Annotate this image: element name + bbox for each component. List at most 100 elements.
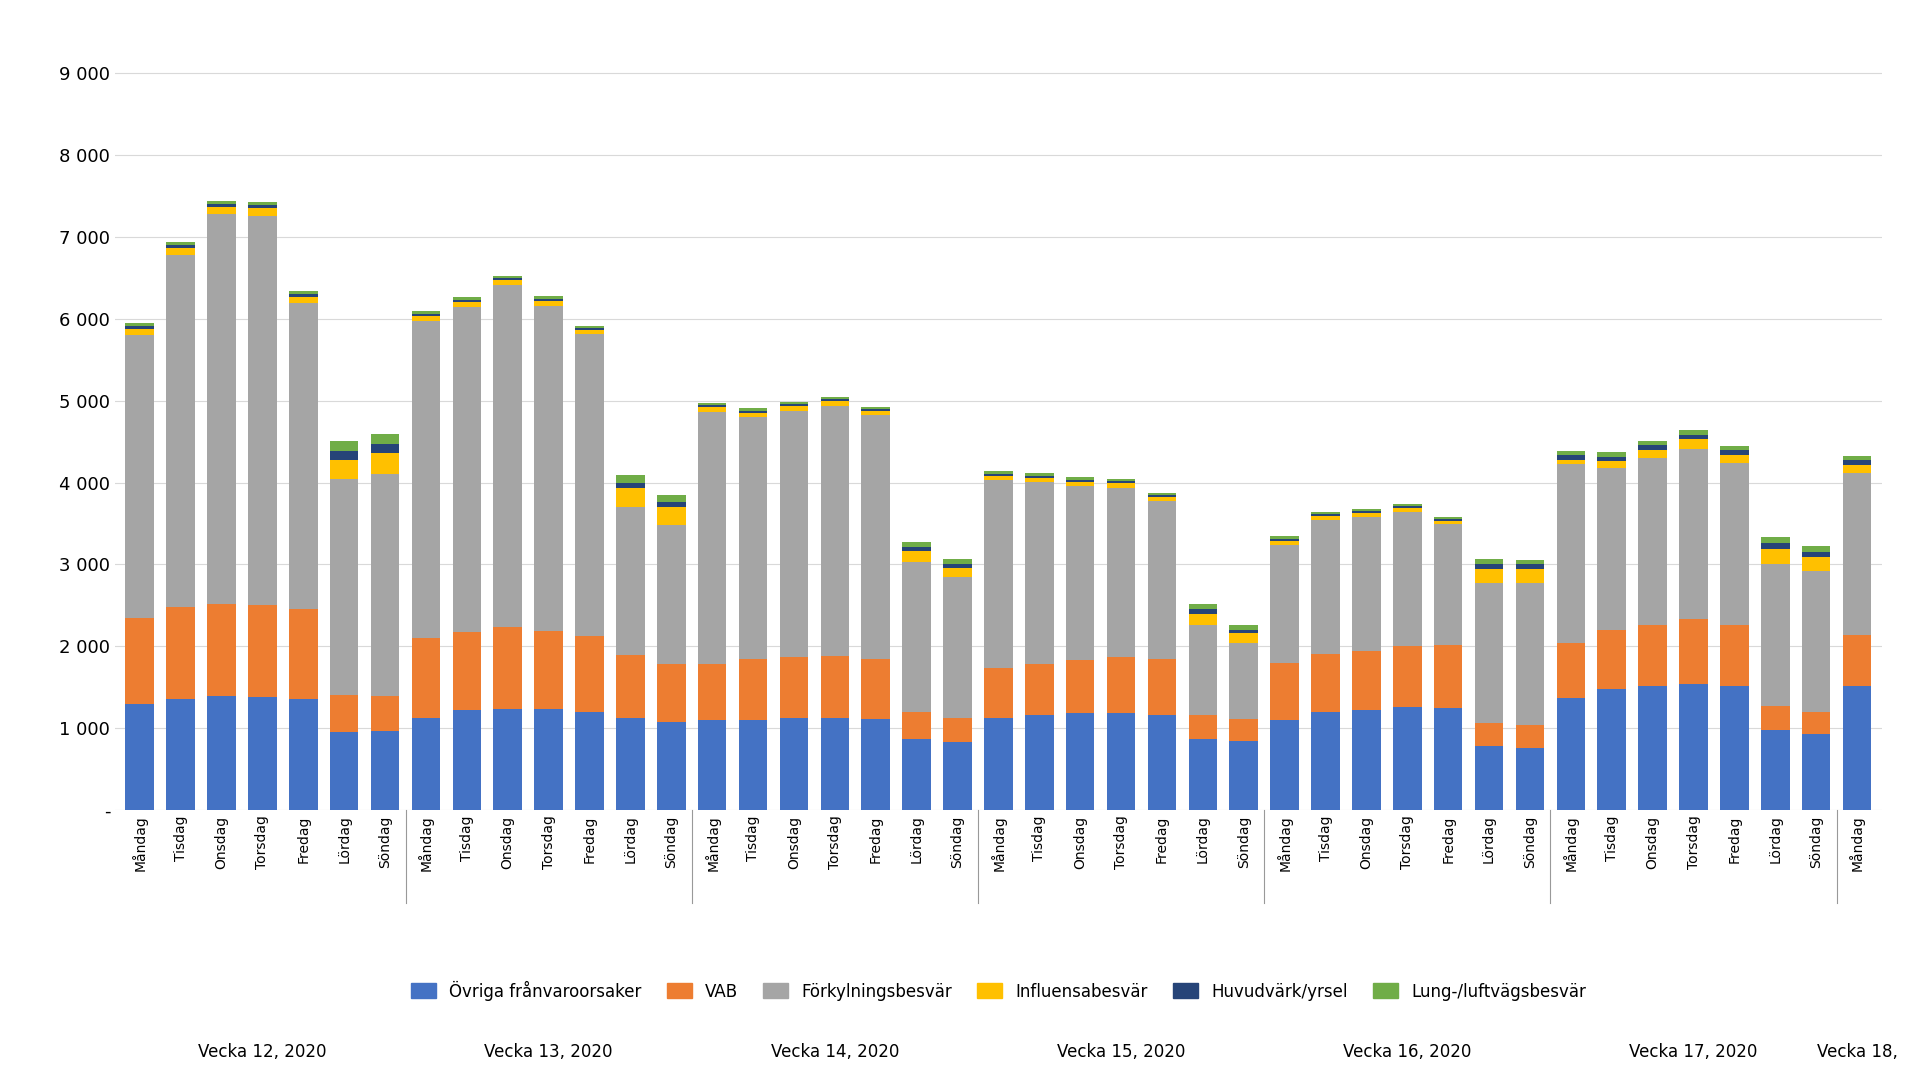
Bar <box>576 328 603 330</box>
Bar <box>1271 541 1300 544</box>
Bar <box>1801 557 1830 571</box>
Bar <box>862 659 891 719</box>
Bar <box>1352 513 1380 517</box>
Bar <box>1515 725 1544 747</box>
Bar <box>1557 698 1586 810</box>
Bar <box>1025 475 1054 477</box>
Bar <box>657 508 685 525</box>
Bar <box>985 717 1012 810</box>
Bar <box>371 731 399 810</box>
Bar <box>1188 739 1217 810</box>
Bar <box>576 326 603 328</box>
Bar <box>330 480 359 696</box>
Bar <box>1801 552 1830 557</box>
Bar <box>820 401 849 406</box>
Bar <box>167 242 196 245</box>
Bar <box>1843 686 1872 810</box>
Bar <box>330 441 359 451</box>
Bar <box>616 717 645 810</box>
Bar <box>1434 646 1463 707</box>
Bar <box>248 202 276 205</box>
Bar <box>1148 492 1177 496</box>
Bar <box>411 311 440 313</box>
Bar <box>943 568 972 577</box>
Bar <box>1843 460 1872 464</box>
Bar <box>290 303 317 609</box>
Bar <box>1680 449 1707 619</box>
Bar <box>330 460 359 480</box>
Bar <box>1148 660 1177 715</box>
Bar <box>616 656 645 717</box>
Bar <box>739 413 768 417</box>
Bar <box>1106 482 1135 484</box>
Bar <box>411 315 440 322</box>
Bar <box>697 407 726 413</box>
Bar <box>125 323 154 326</box>
Bar <box>780 406 808 410</box>
Bar <box>1434 521 1463 524</box>
Bar <box>657 502 685 508</box>
Bar <box>167 247 196 255</box>
Bar <box>1188 604 1217 609</box>
Bar <box>453 711 482 810</box>
Bar <box>125 328 154 335</box>
Bar <box>1106 484 1135 487</box>
Bar <box>576 335 603 636</box>
Bar <box>1148 496 1177 497</box>
Bar <box>207 206 236 214</box>
Bar <box>1475 559 1503 564</box>
Bar <box>1557 450 1586 455</box>
Bar <box>167 255 196 607</box>
Bar <box>1229 624 1258 630</box>
Bar <box>534 631 563 710</box>
Bar <box>1761 537 1789 543</box>
Bar <box>1680 619 1707 684</box>
Bar <box>1638 450 1667 458</box>
Bar <box>1311 514 1340 516</box>
Bar <box>985 481 1012 669</box>
Bar <box>1352 711 1380 810</box>
Bar <box>985 669 1012 717</box>
Bar <box>371 444 399 454</box>
Bar <box>534 301 563 306</box>
Bar <box>902 542 931 548</box>
Bar <box>290 295 317 297</box>
Bar <box>862 415 891 659</box>
Bar <box>1720 455 1749 463</box>
Bar <box>167 699 196 810</box>
Bar <box>493 279 522 281</box>
Bar <box>902 548 931 552</box>
Bar <box>411 313 440 315</box>
Bar <box>1394 646 1421 707</box>
Bar <box>1720 687 1749 810</box>
Bar <box>1761 565 1789 706</box>
Bar <box>1352 651 1380 711</box>
Bar <box>1680 435 1707 440</box>
Bar <box>862 409 891 411</box>
Bar <box>820 718 849 810</box>
Bar <box>1352 511 1380 513</box>
Bar <box>1638 441 1667 445</box>
Bar <box>1761 730 1789 810</box>
Bar <box>453 632 482 711</box>
Bar <box>207 204 236 206</box>
Bar <box>985 474 1012 475</box>
Bar <box>780 410 808 657</box>
Bar <box>576 712 603 810</box>
Bar <box>1066 477 1094 480</box>
Bar <box>1311 521 1340 654</box>
Text: Vecka 12, 2020: Vecka 12, 2020 <box>198 1043 326 1062</box>
Bar <box>902 739 931 810</box>
Bar <box>1025 715 1054 810</box>
Bar <box>1352 517 1380 651</box>
Bar <box>371 474 399 697</box>
Bar <box>290 609 317 699</box>
Bar <box>697 664 726 720</box>
Bar <box>1066 713 1094 810</box>
Bar <box>371 434 399 444</box>
Bar <box>207 697 236 810</box>
Bar <box>125 335 154 618</box>
Bar <box>248 216 276 606</box>
Bar <box>1271 539 1300 541</box>
Bar <box>902 562 931 712</box>
